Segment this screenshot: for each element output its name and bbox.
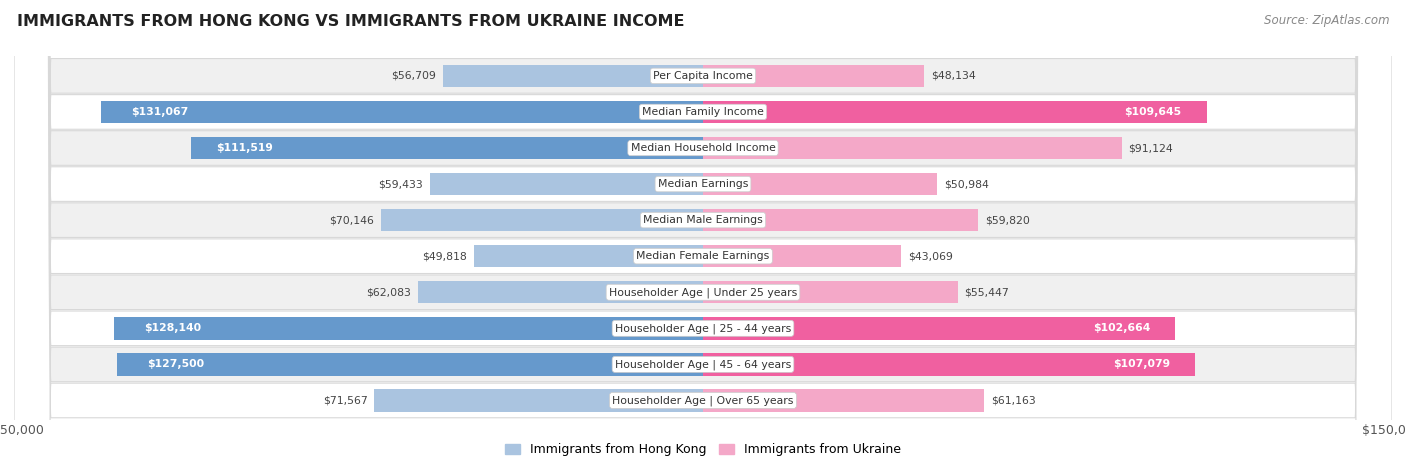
- Bar: [703, 353, 1195, 375]
- Text: Per Capita Income: Per Capita Income: [652, 71, 754, 81]
- Text: $50,984: $50,984: [943, 179, 988, 189]
- Text: IMMIGRANTS FROM HONG KONG VS IMMIGRANTS FROM UKRAINE INCOME: IMMIGRANTS FROM HONG KONG VS IMMIGRANTS …: [17, 14, 685, 29]
- Bar: [703, 317, 1174, 340]
- Text: $62,083: $62,083: [366, 287, 411, 297]
- Text: $71,567: $71,567: [322, 396, 367, 405]
- Text: $49,818: $49,818: [423, 251, 467, 261]
- Text: Median Family Income: Median Family Income: [643, 107, 763, 117]
- Bar: [703, 173, 938, 195]
- Text: $55,447: $55,447: [965, 287, 1010, 297]
- Text: Householder Age | Over 65 years: Householder Age | Over 65 years: [612, 395, 794, 406]
- Text: $131,067: $131,067: [131, 107, 188, 117]
- Bar: [374, 389, 703, 411]
- Text: $48,134: $48,134: [931, 71, 976, 81]
- Text: $91,124: $91,124: [1129, 143, 1173, 153]
- Bar: [418, 281, 703, 304]
- FancyBboxPatch shape: [14, 0, 1392, 467]
- FancyBboxPatch shape: [14, 0, 1392, 467]
- Bar: [114, 317, 703, 340]
- Bar: [703, 281, 957, 304]
- FancyBboxPatch shape: [14, 0, 1392, 467]
- Text: Source: ZipAtlas.com: Source: ZipAtlas.com: [1264, 14, 1389, 27]
- Bar: [430, 173, 703, 195]
- FancyBboxPatch shape: [14, 0, 1392, 467]
- Text: $107,079: $107,079: [1114, 360, 1170, 369]
- Text: Householder Age | Under 25 years: Householder Age | Under 25 years: [609, 287, 797, 297]
- Bar: [703, 245, 901, 268]
- FancyBboxPatch shape: [14, 0, 1392, 467]
- Bar: [117, 353, 703, 375]
- Text: $43,069: $43,069: [908, 251, 953, 261]
- Bar: [703, 137, 1122, 159]
- Text: Median Female Earnings: Median Female Earnings: [637, 251, 769, 261]
- Bar: [474, 245, 703, 268]
- Bar: [703, 389, 984, 411]
- Text: Householder Age | 25 - 44 years: Householder Age | 25 - 44 years: [614, 323, 792, 333]
- Bar: [101, 101, 703, 123]
- Text: $109,645: $109,645: [1125, 107, 1181, 117]
- Text: $111,519: $111,519: [217, 143, 273, 153]
- Bar: [443, 65, 703, 87]
- Text: Householder Age | 45 - 64 years: Householder Age | 45 - 64 years: [614, 359, 792, 370]
- Text: Median Earnings: Median Earnings: [658, 179, 748, 189]
- Text: $61,163: $61,163: [991, 396, 1036, 405]
- Bar: [191, 137, 703, 159]
- Text: $127,500: $127,500: [146, 360, 204, 369]
- FancyBboxPatch shape: [14, 0, 1392, 467]
- Text: $56,709: $56,709: [391, 71, 436, 81]
- FancyBboxPatch shape: [14, 0, 1392, 467]
- Text: $102,664: $102,664: [1094, 323, 1152, 333]
- Text: $70,146: $70,146: [329, 215, 374, 225]
- Text: Median Male Earnings: Median Male Earnings: [643, 215, 763, 225]
- Bar: [381, 209, 703, 231]
- Bar: [703, 209, 977, 231]
- Text: $59,433: $59,433: [378, 179, 423, 189]
- Bar: [703, 65, 924, 87]
- FancyBboxPatch shape: [14, 0, 1392, 467]
- Text: Median Household Income: Median Household Income: [630, 143, 776, 153]
- Text: $128,140: $128,140: [143, 323, 201, 333]
- Legend: Immigrants from Hong Kong, Immigrants from Ukraine: Immigrants from Hong Kong, Immigrants fr…: [501, 439, 905, 461]
- Text: $59,820: $59,820: [984, 215, 1029, 225]
- Bar: [703, 101, 1206, 123]
- FancyBboxPatch shape: [14, 0, 1392, 467]
- FancyBboxPatch shape: [14, 0, 1392, 467]
